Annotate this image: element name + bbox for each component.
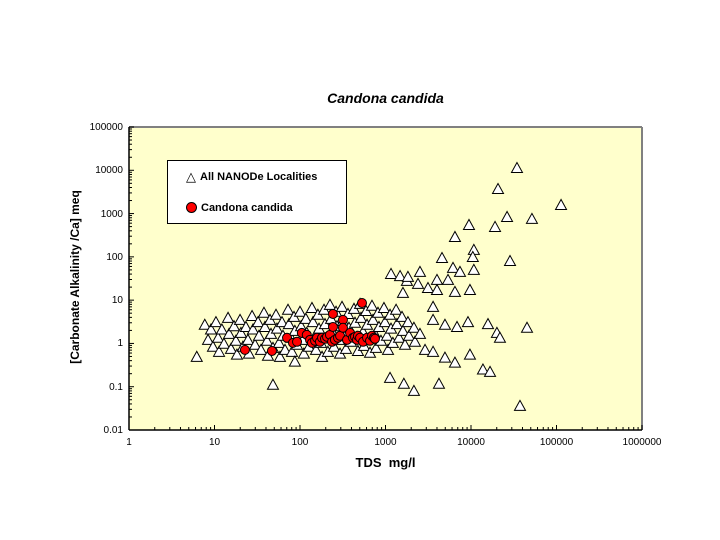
y-tick-label: 1000 — [100, 208, 123, 220]
x-tick-label: 1000 — [374, 437, 397, 448]
legend-entry-all-nanode: △ All NANODe Localities — [186, 169, 346, 184]
x-tick-label: 10 — [208, 437, 221, 448]
legend-label: Candona candida — [201, 201, 293, 214]
x-tick-label: 1000000 — [622, 437, 662, 448]
y-tick-label: 10 — [111, 295, 123, 307]
x-tick-label: 1 — [126, 437, 132, 448]
legend-label: All NANODe Localities — [200, 170, 318, 183]
filled-circle-marker-icon — [186, 202, 197, 213]
x-axis-title: TDS mg/l — [355, 455, 416, 470]
y-tick-label: 0.1 — [109, 381, 123, 393]
y-tick-label: 0.01 — [103, 425, 123, 436]
x-tick-label: 100000 — [539, 437, 574, 448]
y-tick-label: 10000 — [95, 165, 123, 177]
x-tick-label: 100 — [291, 437, 309, 448]
x-tick-label: 10000 — [457, 437, 485, 448]
open-triangle-marker-icon: △ — [186, 169, 196, 184]
y-tick-label: 100000 — [89, 122, 123, 133]
y-tick-label: 1 — [117, 338, 123, 350]
legend: △ All NANODe Localities Candona candida — [167, 160, 347, 224]
chart-title: Candona candida — [327, 90, 444, 106]
y-tick-label: 100 — [106, 251, 123, 263]
legend-entry-candona-candida: Candona candida — [186, 202, 346, 214]
